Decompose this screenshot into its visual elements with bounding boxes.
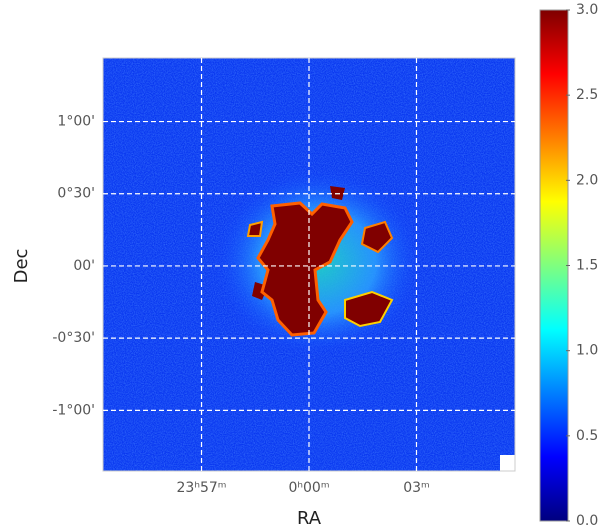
x-tick-label: 0ʰ00ᵐ [288, 480, 329, 496]
colorbar-tick-label: 2.0 [576, 172, 598, 188]
colorbar-tick-label: 2.5 [576, 87, 598, 103]
x-tick-label: 03ᵐ [403, 480, 430, 496]
colorbar-tick-label: 1.0 [576, 343, 598, 359]
colorbar-tick-label: 0.0 [576, 513, 598, 529]
colorbar-tick-label: 1.5 [576, 258, 598, 274]
y-tick-label: 00' [73, 258, 95, 274]
colorbar-tick-label: 3.0 [576, 2, 598, 18]
colorbar-tick-label: 0.5 [576, 428, 598, 444]
y-tick-label: 1°00' [57, 114, 95, 130]
colorbar [539, 9, 569, 522]
y-axis-label: Dec [11, 249, 32, 284]
y-tick-label: -1°00' [52, 402, 95, 418]
x-axis-label: RA [297, 508, 322, 529]
y-tick-label: 0°30' [57, 186, 95, 202]
y-tick-label: -0°30' [52, 330, 95, 346]
x-tick-label: 23ʰ57ᵐ [177, 480, 227, 496]
sky-image [103, 58, 515, 471]
